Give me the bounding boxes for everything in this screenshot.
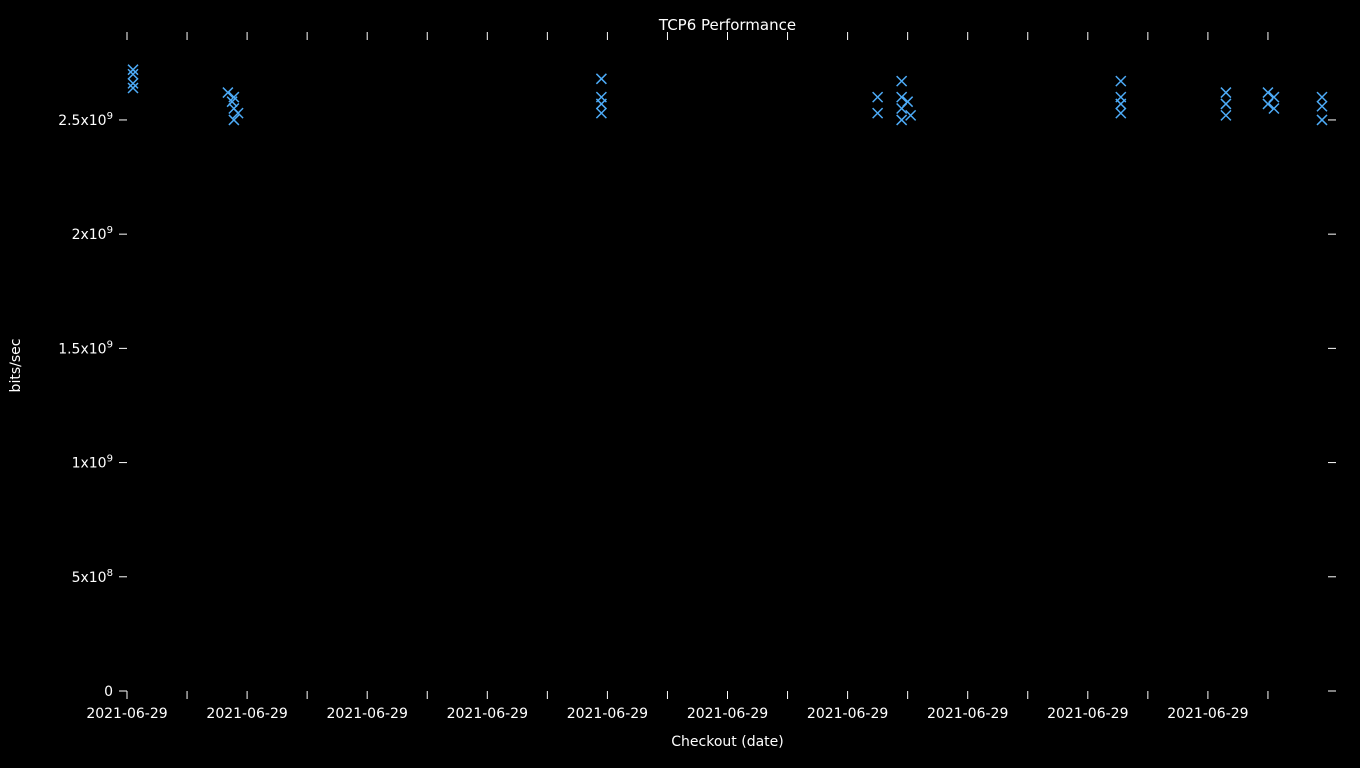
data-point [1269,92,1279,102]
y-tick-label: 0 [104,684,113,700]
y-axis-label: bits/sec [8,339,24,393]
data-point [128,83,138,93]
data-point [1116,108,1126,118]
data-point [128,69,138,79]
data-point [903,97,913,107]
data-point [596,108,606,118]
y-tick-label: 2x109 [72,225,113,243]
data-point [897,76,907,86]
chart-title: TCP6 Performance [658,16,796,34]
data-point [128,65,138,75]
data-point [596,99,606,109]
data-point [897,92,907,102]
data-point [128,78,138,88]
data-point [1116,76,1126,86]
data-point [897,115,907,125]
data-point [1269,104,1279,114]
y-tick-label: 2.5x109 [58,111,113,129]
data-point [223,88,233,98]
data-point [873,92,883,102]
x-axis-ticks: 2021-06-29 2021-06-29 2021-06-29 2021-06-29… [86,32,1268,722]
tcp6-performance-chart: TCP6 Performance bits/sec Checkout (date… [0,0,1360,768]
x-tick-label: 2021-06-29 [206,706,287,722]
x-tick-label: 2021-06-29 [807,706,888,722]
data-point [1221,99,1231,109]
x-tick-label: 2021-06-29 [1047,706,1128,722]
data-point [873,108,883,118]
x-tick-label: 2021-06-29 [567,706,648,722]
chart-container: TCP6 Performance bits/sec Checkout (date… [0,0,1360,768]
y-tick-label: 5x108 [72,568,113,586]
x-tick-label: 2021-06-29 [687,706,768,722]
data-point [1317,101,1327,111]
y-axis-ticks: 0 5x108 1x109 1.5x109 2x109 2.5x109 [58,111,1336,700]
data-markers [128,65,1327,125]
data-point [596,74,606,84]
data-point [1317,92,1327,102]
x-tick-label: 2021-06-29 [927,706,1008,722]
data-point [1221,88,1231,98]
data-point [1317,115,1327,125]
y-tick-label: 1x109 [72,454,113,472]
data-point [1221,110,1231,120]
x-axis-label: Checkout (date) [671,734,783,750]
x-tick-label: 2021-06-29 [447,706,528,722]
y-tick-label: 1.5x109 [58,339,113,357]
data-point [1263,88,1273,98]
x-tick-label: 2021-06-29 [86,706,167,722]
data-point [906,110,916,120]
x-tick-label: 2021-06-29 [327,706,408,722]
data-point [1116,99,1126,109]
x-tick-label: 2021-06-29 [1167,706,1248,722]
